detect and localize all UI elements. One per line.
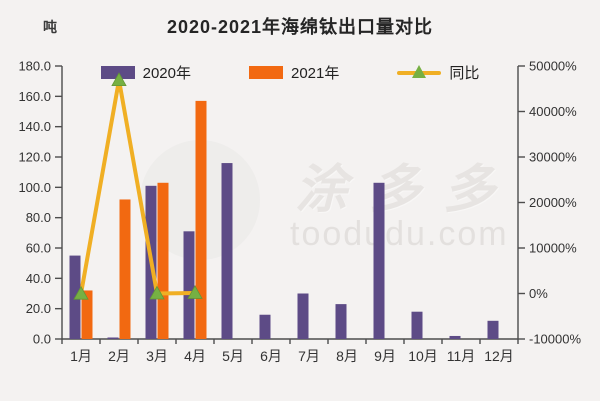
bar-2021-1月 <box>81 290 93 339</box>
right-axis-tick-label: -10000% <box>529 332 581 347</box>
legend-label-yoy: 同比 <box>449 64 480 82</box>
left-axis-tick-label: 160.0 <box>18 89 51 104</box>
x-axis-label: 6月 <box>260 348 282 364</box>
x-axis-label: 12月 <box>484 348 514 364</box>
x-axis-label: 11月 <box>447 348 476 364</box>
bar-2020-11月 <box>449 335 461 339</box>
left-axis-tick-label: 140.0 <box>18 119 51 134</box>
right-axis-tick-label: 0% <box>529 286 548 301</box>
yoy-marker-3月 <box>149 285 165 300</box>
left-axis-unit-label: 吨 <box>43 19 57 35</box>
bar-2020-9月 <box>373 182 385 339</box>
legend-line-marker-icon <box>397 65 442 79</box>
bar-2020-12月 <box>487 320 499 339</box>
x-axis-label: 8月 <box>336 348 358 364</box>
legend-label-2021: 2021年 <box>290 64 340 82</box>
left-axis-tick-label: 0.0 <box>33 332 51 347</box>
x-axis-label: 2月 <box>108 348 130 364</box>
right-axis-tick-label: 30000% <box>529 150 577 165</box>
right-axis-tick-label: 50000% <box>529 59 577 74</box>
left-axis-tick-label: 60.0 <box>26 241 51 256</box>
x-axis-label: 3月 <box>146 348 168 364</box>
bar-2020-4月 <box>183 231 195 339</box>
x-axis-label: 10月 <box>408 348 438 364</box>
bar-2020-8月 <box>335 304 347 339</box>
legend-swatch-2021-icon <box>248 65 283 79</box>
left-axis-tick-label: 180.0 <box>18 59 51 74</box>
yoy-marker-4月 <box>187 285 203 299</box>
legend-item-yoy: 同比 <box>397 62 479 83</box>
right-axis-tick-label: 10000% <box>529 241 577 256</box>
chart-title: 2020-2021年海绵钛出口量对比 <box>166 17 434 37</box>
bar-2020-2月 <box>107 337 119 339</box>
right-axis-tick-label: 40000% <box>529 104 577 119</box>
x-axis-label: 4月 <box>184 348 206 364</box>
bar-2021-4月 <box>195 100 207 339</box>
legend-item-2020: 2020年 <box>100 62 191 83</box>
legend: 2020年 2021年 同比 <box>62 61 518 83</box>
left-axis-tick-label: 40.0 <box>26 271 51 286</box>
bar-2021-2月 <box>119 199 131 339</box>
legend-swatch-2020-icon <box>100 65 135 79</box>
bar-2020-6月 <box>259 314 271 339</box>
bar-2020-10月 <box>411 311 423 339</box>
right-axis-tick-label: 20000% <box>529 195 577 210</box>
left-axis-tick-label: 100.0 <box>18 180 51 195</box>
x-axis-label: 7月 <box>298 348 320 364</box>
bar-2020-7月 <box>297 293 309 339</box>
left-axis-tick-label: 120.0 <box>18 150 51 165</box>
left-axis-tick-label: 20.0 <box>26 301 51 316</box>
left-axis-tick-label: 80.0 <box>26 210 51 225</box>
bar-2020-5月 <box>221 163 233 339</box>
x-axis-label: 1月 <box>70 348 92 364</box>
yoy-line <box>79 78 197 296</box>
yoy-marker-2月 <box>111 72 127 87</box>
yoy-marker-1月 <box>73 285 89 300</box>
x-axis-label: 5月 <box>222 348 244 364</box>
legend-item-2021: 2021年 <box>248 62 340 83</box>
legend-label-2020: 2020年 <box>142 64 191 82</box>
bar-2021-3月 <box>157 182 169 339</box>
x-axis-label: 9月 <box>374 348 396 364</box>
